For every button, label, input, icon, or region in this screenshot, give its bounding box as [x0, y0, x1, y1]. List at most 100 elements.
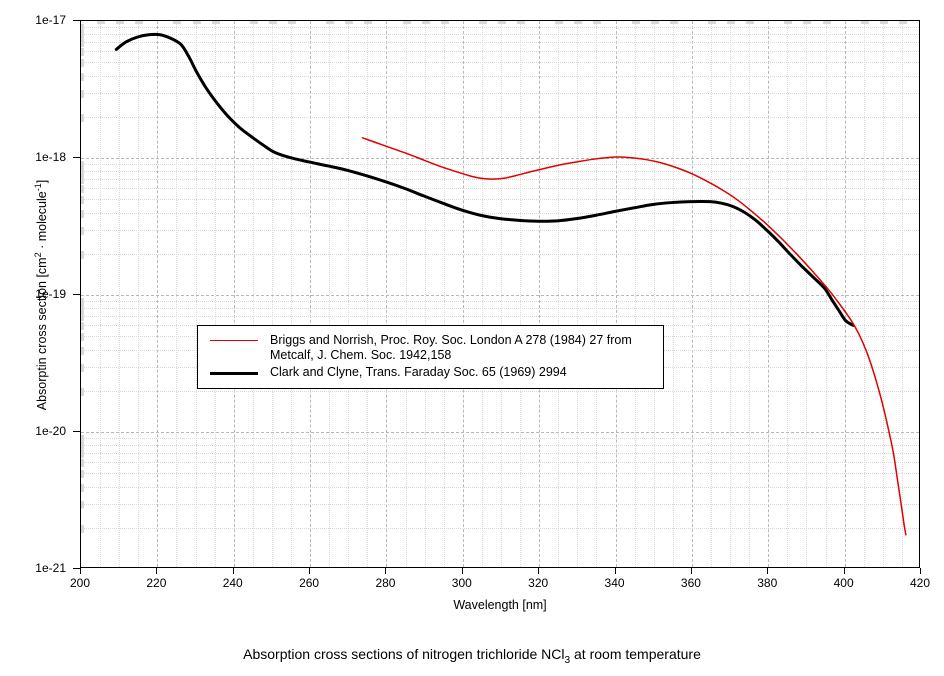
gridline-x-minor [271, 21, 273, 567]
gridline-x-minor [138, 21, 140, 567]
x-axis-tick-label: 420 [909, 576, 931, 590]
gridline-x-minor [348, 21, 350, 567]
gridline-x-minor [711, 21, 712, 567]
gridline-y-minor [81, 503, 919, 505]
caption-subscript: 3 [564, 654, 571, 666]
gridline-x-minor [558, 21, 560, 567]
x-axis-tick-label: 240 [222, 576, 243, 590]
y-axis-title: Absorptin cross section [cm2 · molecule-… [32, 15, 49, 575]
gridline-x-minor [596, 21, 598, 567]
x-axis-tick-label: 340 [604, 576, 625, 590]
x-axis-tick [690, 568, 692, 574]
x-axis-tick-label: 320 [528, 576, 549, 590]
gridline-x-major [386, 21, 388, 567]
y-axis-tick [73, 157, 80, 158]
x-axis-tick-label: 220 [146, 576, 167, 590]
gridline-x-minor [214, 21, 216, 567]
gridline-x-minor [405, 21, 407, 567]
y-axis-tick-label: 1e-20 [35, 424, 66, 438]
y-axis-tick [73, 20, 80, 21]
y-axis-tick-label: 1e-18 [35, 150, 66, 164]
legend-line-swatch-red [206, 333, 262, 347]
gridline-y-minor [81, 316, 919, 318]
legend-entry: Briggs and Norrish, Proc. Roy. Soc. Lond… [206, 333, 655, 363]
gridline-y-minor [81, 229, 919, 231]
gridline-x-minor [367, 21, 369, 567]
figure-caption: Absorption cross sections of nitrogen tr… [0, 646, 944, 665]
legend-entry-label: Clark and Clyne, Trans. Faraday Soc. 65 … [270, 365, 567, 380]
gridline-x-minor [443, 21, 445, 567]
legend-entry: Clark and Clyne, Trans. Faraday Soc. 65 … [206, 365, 655, 380]
gridline-y-minor [81, 445, 919, 447]
gridline-y-minor [81, 212, 919, 214]
y-axis-tick-label: 1e-17 [35, 13, 66, 27]
gridline-y-minor [81, 92, 919, 94]
gridline-x-minor [501, 21, 502, 567]
x-axis-tick-label: 260 [299, 576, 320, 590]
legend-entry-line1: Clark and Clyne, Trans. Faraday Soc. 65 … [270, 365, 567, 379]
gridline-x-minor [653, 21, 655, 567]
plot-area [80, 20, 920, 568]
x-axis-tick-label: 360 [680, 576, 701, 590]
gridline-x-minor [176, 21, 178, 567]
legend-entry-line1: Briggs and Norrish, Proc. Roy. Soc. Lond… [270, 333, 632, 347]
gridline-y-minor [81, 116, 919, 118]
y-axis-tick-label: 1e-19 [35, 287, 66, 301]
gridline-x-minor [119, 21, 121, 567]
x-axis-tick-label: 400 [833, 576, 854, 590]
gridline-y-minor [81, 27, 919, 29]
gridline-y-minor [81, 301, 919, 303]
gridline-y-minor [81, 527, 919, 529]
y-axis-tick [73, 568, 80, 569]
gridline-x-minor [901, 21, 903, 567]
gridline-x-minor [195, 21, 197, 567]
gridline-x-minor [100, 21, 102, 567]
gridline-y-major [81, 432, 919, 433]
gridline-y-minor [81, 188, 919, 190]
x-axis-title: Wavelength [nm] [453, 598, 547, 612]
x-axis-tick [461, 568, 463, 574]
gridline-x-major [310, 21, 312, 567]
gridline-x-minor [863, 21, 865, 567]
x-axis-tick-label: 280 [375, 576, 396, 590]
gridline-x-minor [787, 21, 789, 567]
gridline-x-minor [424, 21, 426, 567]
gridline-y-minor [81, 62, 919, 64]
y-axis-tick [73, 431, 80, 432]
legend-line-swatch-black [206, 365, 262, 379]
gridline-x-major [233, 21, 235, 567]
gridline-y-minor [81, 473, 919, 475]
gridline-x-major [539, 21, 541, 567]
y-axis-title-text: Absorptin cross section [cm2 · molecule-… [32, 179, 49, 411]
gridline-x-minor [672, 21, 674, 567]
gridline-x-minor [481, 21, 483, 567]
gridline-y-major [81, 295, 919, 296]
gridline-x-major [615, 21, 617, 567]
gridline-x-minor [329, 21, 331, 567]
x-axis-tick [232, 568, 234, 574]
y-axis-tick [73, 294, 80, 295]
legend-entry-line2: Metcalf, J. Chem. Soc. 1942,158 [270, 348, 452, 362]
legend-entry-label: Briggs and Norrish, Proc. Roy. Soc. Lond… [270, 333, 632, 363]
x-axis-tick [156, 568, 158, 574]
gridline-y-minor [81, 462, 919, 464]
gridline-x-minor [806, 21, 808, 567]
gridline-y-major [81, 158, 919, 159]
gridline-y-minor [81, 171, 919, 173]
caption-text-after: at room temperature [570, 646, 701, 662]
gridline-x-minor [634, 21, 636, 567]
gridline-x-minor [882, 21, 884, 567]
gridline-x-major [157, 21, 159, 567]
gridline-y-minor [81, 253, 919, 255]
gridline-y-minor [81, 486, 919, 488]
gridline-x-minor [730, 21, 732, 567]
gridline-y-minor [81, 438, 919, 440]
gridline-y-minor [81, 34, 919, 36]
caption-text-before: Absorption cross sections of nitrogen tr… [243, 646, 565, 662]
gridline-x-minor [825, 21, 827, 567]
gridline-y-minor [81, 390, 919, 392]
x-axis-tick [80, 568, 81, 574]
gridline-y-minor [81, 453, 919, 455]
gridline-x-major [462, 21, 464, 567]
